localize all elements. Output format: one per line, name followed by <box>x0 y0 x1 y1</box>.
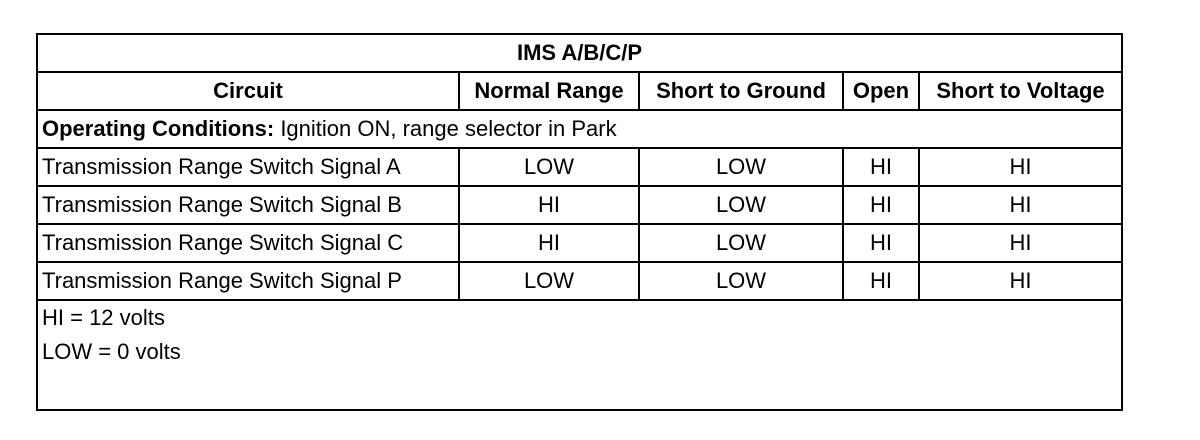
circuit-cell: Transmission Range Switch Signal P <box>36 261 460 301</box>
circuit-cell: Transmission Range Switch Signal A <box>36 147 460 187</box>
normal-range-cell: LOW <box>458 261 640 301</box>
notes-row: HI = 12 volts LOW = 0 volts <box>35 299 1124 411</box>
operating-conditions: Operating Conditions: Ignition ON, range… <box>35 109 1124 149</box>
note-low: LOW = 0 volts <box>42 339 181 364</box>
note-hi: HI = 12 volts <box>42 305 165 330</box>
header-short-to-ground: Short to Ground <box>638 71 844 111</box>
open-cell: HI <box>842 147 920 187</box>
table-row: Transmission Range Switch Signal B HI LO… <box>36 185 1124 225</box>
header-circuit: Circuit <box>36 71 460 111</box>
normal-range-cell: LOW <box>458 147 640 187</box>
short-to-voltage-cell: HI <box>917 261 1124 301</box>
short-to-ground-cell: LOW <box>638 185 844 225</box>
open-cell: HI <box>842 223 920 263</box>
open-cell: HI <box>842 185 920 225</box>
conditions-row: Operating Conditions: Ignition ON, range… <box>35 109 1124 149</box>
circuit-cell: Transmission Range Switch Signal B <box>36 185 460 225</box>
open-cell: HI <box>842 261 920 301</box>
conditions-label: Operating Conditions: <box>42 116 275 141</box>
normal-range-cell: HI <box>458 223 640 263</box>
header-open: Open <box>842 71 920 111</box>
header-row: Circuit Normal Range Short to Ground Ope… <box>36 71 1124 111</box>
short-to-voltage-cell: HI <box>917 223 1124 263</box>
short-to-voltage-cell: HI <box>917 185 1124 225</box>
short-to-ground-cell: LOW <box>638 261 844 301</box>
short-to-voltage-cell: HI <box>917 147 1124 187</box>
table-title: IMS A/B/C/P <box>35 33 1124 73</box>
header-short-to-voltage: Short to Voltage <box>917 71 1124 111</box>
short-to-ground-cell: LOW <box>638 223 844 263</box>
title-row: IMS A/B/C/P <box>35 33 1124 73</box>
short-to-ground-cell: LOW <box>638 147 844 187</box>
header-normal-range: Normal Range <box>458 71 640 111</box>
table-row: Transmission Range Switch Signal C HI LO… <box>36 223 1124 263</box>
ims-table: IMS A/B/C/P Circuit Normal Range Short t… <box>35 33 1124 411</box>
circuit-cell: Transmission Range Switch Signal C <box>36 223 460 263</box>
table-row: Transmission Range Switch Signal A LOW L… <box>36 147 1124 187</box>
notes-cell: HI = 12 volts LOW = 0 volts <box>35 299 1124 411</box>
normal-range-cell: HI <box>458 185 640 225</box>
conditions-text: Ignition ON, range selector in Park <box>274 116 617 141</box>
table-row: Transmission Range Switch Signal P LOW L… <box>36 261 1124 301</box>
